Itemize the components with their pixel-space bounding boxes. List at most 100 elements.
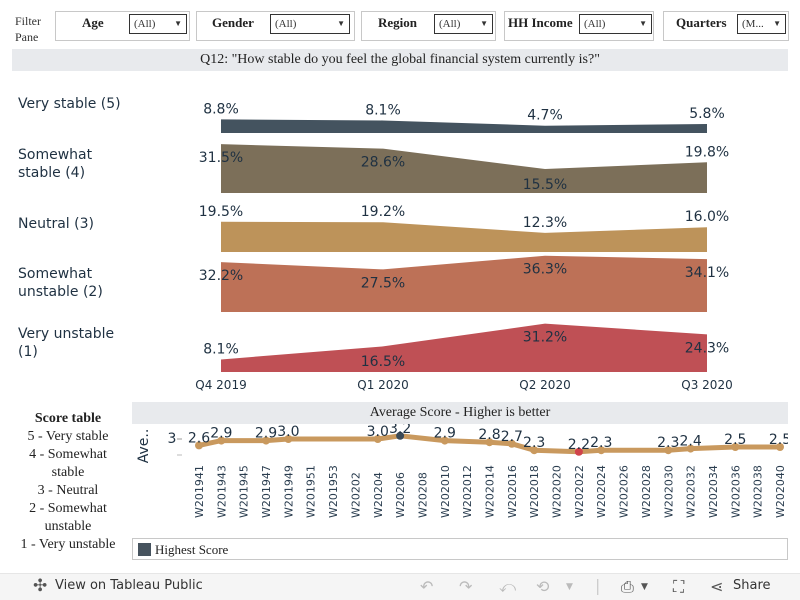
data-point[interactable] (530, 446, 539, 455)
x-tick-label: W202026 (618, 465, 631, 518)
x-tick-label: W202040 (774, 465, 787, 518)
data-label: 24.3% (685, 340, 729, 356)
x-tick-label: W202036 (729, 465, 742, 518)
data-point[interactable] (686, 444, 695, 453)
filter-gender-label: Gender (212, 15, 254, 30)
data-label: 19.8% (685, 144, 729, 160)
filter-age-select[interactable]: (All) ▼ (129, 14, 187, 34)
undo-icon[interactable]: ↶ (420, 577, 434, 596)
x-tick-label: Q2 2020 (519, 378, 570, 392)
filter-quarters: Quarters (M... ▼ (663, 11, 789, 41)
data-point[interactable] (373, 435, 382, 443)
row-label-line: stable (4) (18, 165, 86, 181)
share-icon[interactable]: ⋖ (710, 577, 724, 596)
data-label: 2.3 (657, 435, 679, 451)
row-label-somewhat-unstable: Somewhat unstable (2) (18, 265, 103, 301)
x-tick-label: W202030 (662, 465, 675, 518)
data-point[interactable] (396, 431, 405, 440)
score-table-line: 4 - Somewhat (29, 447, 107, 462)
tableau-logo-icon: ✣ (33, 576, 48, 596)
x-tick-label: W202034 (707, 465, 720, 518)
score-table: Score table 5 - Very stable 4 - Somewhat… (8, 410, 128, 554)
data-label: 3.2 (389, 424, 411, 437)
revert-icon[interactable]: ⤺ (499, 577, 517, 596)
filter-quarters-select[interactable]: (M... ▼ (737, 14, 786, 34)
data-point[interactable] (597, 446, 606, 455)
data-label: 2.3 (590, 435, 612, 451)
y-axis-label: Ave.. (136, 429, 152, 464)
data-point[interactable] (485, 438, 494, 447)
data-label: 2.9 (255, 426, 277, 442)
data-point[interactable] (440, 436, 449, 445)
score-table-line: stable (51, 465, 85, 480)
filter-hh-income-label: HH Income (508, 15, 573, 30)
data-point[interactable] (507, 439, 516, 448)
filter-hh-income-select[interactable]: (All) ▼ (579, 14, 652, 34)
data-label: 12.3% (523, 215, 567, 231)
filter-region-value: (All) (439, 18, 461, 30)
data-point[interactable] (574, 447, 583, 456)
x-tick-label: W202010 (439, 465, 452, 518)
fullscreen-icon[interactable]: ⛶ (673, 577, 685, 596)
data-label: 3.0 (367, 424, 389, 440)
x-tick-label: Q3 2020 (681, 378, 732, 392)
data-label: 8.8% (203, 101, 239, 117)
average-score-title: Average Score - Higher is better (132, 402, 788, 424)
download-icon[interactable]: ⎙ (621, 577, 634, 596)
x-tick-label: W20208 (416, 472, 429, 518)
x-tick-label: W201943 (215, 465, 228, 518)
filter-gender-value: (All) (275, 18, 297, 30)
download-dropdown-icon[interactable]: ▼ (641, 582, 648, 592)
data-label: 2.8 (478, 427, 500, 443)
filter-region-label: Region (378, 15, 417, 30)
row-label-line: Somewhat (18, 266, 93, 282)
row-label-line: Somewhat (18, 147, 93, 163)
data-label: 19.5% (199, 204, 243, 220)
x-tick-label: Q1 2020 (357, 378, 408, 392)
data-point[interactable] (195, 441, 203, 450)
x-tick-label: W201945 (238, 465, 251, 518)
dropdown-arrow-icon: ▼ (639, 19, 647, 28)
x-tick-label: W202024 (595, 465, 608, 518)
data-label: 34.1% (685, 265, 729, 281)
share-button[interactable]: Share (733, 578, 771, 593)
data-label: 2.3 (523, 435, 545, 451)
filter-age-label: Age (82, 15, 104, 30)
data-point[interactable] (217, 436, 226, 445)
x-tick-label: W202016 (506, 465, 519, 518)
data-label: 3.0 (277, 424, 299, 440)
data-point[interactable] (284, 435, 293, 443)
data-label: 2.5 (724, 432, 746, 448)
legend-label: Highest Score (155, 542, 229, 557)
row-label-somewhat-stable: Somewhat stable (4) (18, 146, 92, 182)
data-point[interactable] (731, 443, 740, 451)
refresh-icon[interactable]: ⟲ (536, 577, 550, 596)
x-tick-label: W202022 (573, 465, 586, 518)
row-label-line: Very unstable (18, 326, 115, 342)
dropdown-arrow-icon: ▼ (337, 19, 345, 28)
data-label: 15.5% (523, 177, 567, 193)
filter-gender-select[interactable]: (All) ▼ (270, 14, 350, 34)
data-point[interactable] (776, 443, 784, 451)
x-tick-label: W202020 (551, 465, 564, 518)
row-label-very-stable: Very stable (5) (18, 95, 121, 113)
data-label: 16.5% (361, 354, 405, 370)
average-score-chart: Ave.. 3 2.6 2.9 2.9 3.0 3.0 3.2 2.9 2.8 2.7 2.3 2.2 2… (136, 424, 788, 518)
data-label: 31.5% (199, 150, 243, 166)
data-point[interactable] (664, 446, 673, 455)
refresh-dropdown-icon[interactable]: ▼ (566, 582, 573, 592)
x-tick-label: W202038 (752, 465, 765, 518)
view-on-tableau-link[interactable]: View on Tableau Public (55, 578, 203, 593)
legend-swatch (138, 543, 151, 556)
data-label: 27.5% (361, 275, 405, 291)
redo-icon[interactable]: ↷ (459, 577, 473, 596)
data-label: 2.7 (501, 429, 523, 445)
dropdown-arrow-icon: ▼ (174, 19, 182, 28)
x-tick-label: W202012 (461, 465, 474, 518)
data-point[interactable] (262, 436, 271, 445)
x-tick-label: W201949 (282, 465, 295, 518)
filter-region-select[interactable]: (All) ▼ (434, 14, 493, 34)
area-band (221, 144, 707, 193)
filter-quarters-value: (M... (742, 18, 764, 30)
legend: Highest Score (132, 538, 788, 560)
